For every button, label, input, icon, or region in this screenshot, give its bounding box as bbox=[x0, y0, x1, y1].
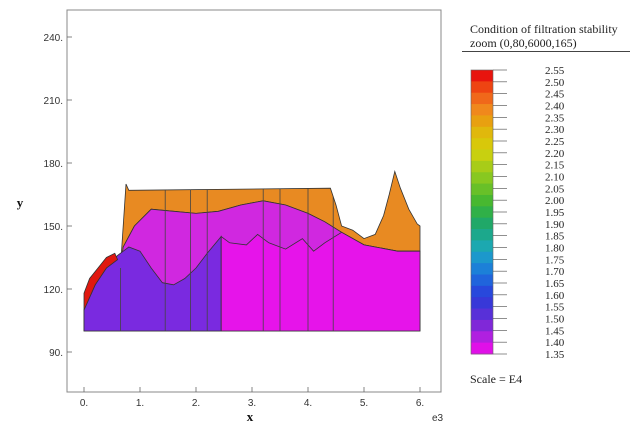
legend-level-label: 1.70 bbox=[545, 266, 565, 278]
legend-swatch bbox=[471, 274, 493, 287]
legend-level-label: 2.30 bbox=[545, 124, 565, 136]
x-tick-label: 5. bbox=[360, 398, 368, 409]
y-tick-label: 120. bbox=[44, 285, 63, 296]
legend-swatch bbox=[471, 138, 493, 150]
y-tick-label: 240. bbox=[44, 33, 63, 44]
legend-level-label: 1.50 bbox=[545, 314, 565, 326]
legend-swatch bbox=[471, 331, 493, 344]
x-tick-label: 2. bbox=[192, 398, 200, 409]
x-tick-label: 4. bbox=[304, 398, 312, 409]
legend-title: Condition of filtration stability zoom (… bbox=[470, 22, 630, 50]
x-tick-label: 0. bbox=[80, 398, 88, 409]
contour-lines bbox=[120, 188, 334, 331]
x-tick-label: 6. bbox=[416, 398, 424, 409]
legend-swatch bbox=[471, 319, 493, 332]
legend-level-label: 1.55 bbox=[545, 302, 565, 314]
legend-level-label: 2.05 bbox=[545, 183, 565, 195]
legend-level-label: 2.35 bbox=[545, 112, 565, 124]
legend-level-label: 1.35 bbox=[545, 349, 565, 361]
legend-swatch bbox=[471, 297, 493, 309]
legend-level-label: 1.40 bbox=[545, 337, 565, 349]
legend-divider bbox=[462, 51, 630, 52]
legend-level-label: 2.40 bbox=[545, 101, 565, 113]
x-axis-ticks: 0. 1. 2. 3. 4. 5. 6. bbox=[80, 387, 424, 409]
legend-title-line2: zoom (0,80,6000,165) bbox=[470, 36, 577, 50]
y-tick-label: 90. bbox=[49, 348, 63, 359]
legend-swatch bbox=[471, 285, 493, 298]
legend-swatch bbox=[471, 229, 493, 241]
legend-level-label: 1.85 bbox=[545, 231, 565, 243]
color-legend: 2.552.502.452.402.352.302.252.202.152.10… bbox=[470, 65, 565, 361]
legend-level-label: 1.60 bbox=[545, 290, 565, 302]
x-axis-label: x bbox=[247, 409, 254, 424]
y-tick-label: 150. bbox=[44, 222, 63, 233]
legend-swatch bbox=[471, 308, 493, 321]
legend-swatch bbox=[471, 240, 493, 253]
legend-level-label: 2.45 bbox=[545, 89, 565, 101]
legend-level-label: 1.95 bbox=[545, 207, 565, 219]
legend-swatch bbox=[471, 104, 493, 116]
legend-swatch bbox=[471, 160, 493, 173]
legend-level-label: 2.50 bbox=[545, 77, 565, 89]
legend-level-label: 1.80 bbox=[545, 243, 565, 255]
legend-swatch bbox=[471, 115, 493, 128]
contour-regions bbox=[83, 169, 421, 332]
y-tick-label: 180. bbox=[44, 159, 63, 170]
legend-level-label: 2.20 bbox=[545, 148, 565, 160]
x-tick-label: 1. bbox=[136, 398, 144, 409]
legend-swatch bbox=[471, 70, 493, 82]
plot-frame bbox=[66, 9, 442, 393]
legend-swatch bbox=[471, 126, 493, 139]
legend-swatch bbox=[471, 172, 493, 184]
legend-level-label: 1.75 bbox=[545, 254, 565, 266]
legend-level-label: 1.90 bbox=[545, 219, 565, 231]
legend-scale-note: Scale = E4 bbox=[470, 372, 523, 386]
legend-swatch bbox=[471, 183, 493, 196]
legend-level-label: 2.25 bbox=[545, 136, 565, 148]
x-axis-multiplier: e3 bbox=[432, 413, 444, 424]
legend-level-label: 2.15 bbox=[545, 160, 565, 172]
legend-level-label: 1.45 bbox=[545, 325, 565, 337]
legend-swatch bbox=[471, 251, 493, 264]
y-tick-label: 210. bbox=[44, 96, 63, 107]
legend-swatch bbox=[471, 342, 493, 355]
legend-level-label: 2.00 bbox=[545, 195, 565, 207]
legend-swatch bbox=[471, 81, 493, 94]
legend-level-label: 1.65 bbox=[545, 278, 565, 290]
legend-swatch bbox=[471, 194, 493, 207]
legend-swatch bbox=[471, 149, 493, 162]
legend-swatch bbox=[471, 206, 493, 219]
y-axis-label: y bbox=[17, 195, 24, 210]
region-left-edge-zone bbox=[83, 252, 119, 311]
legend-swatch bbox=[471, 263, 493, 275]
legend-level-label: 2.55 bbox=[545, 65, 565, 77]
legend-swatch bbox=[471, 217, 493, 230]
legend-level-label: 2.10 bbox=[545, 172, 565, 184]
y-axis-ticks: 90. 120. 150. 180. 210. 240. bbox=[44, 33, 72, 359]
x-tick-label: 3. bbox=[248, 398, 256, 409]
legend-title-line1: Condition of filtration stability bbox=[470, 22, 618, 36]
legend-swatch bbox=[471, 92, 493, 105]
